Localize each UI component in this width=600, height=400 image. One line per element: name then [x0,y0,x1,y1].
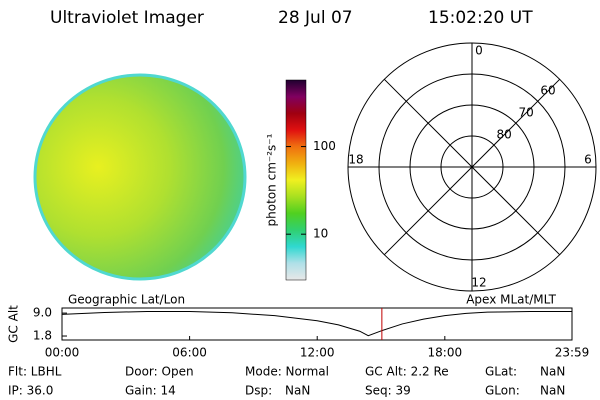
y-tick-label: 1.8 [33,329,52,343]
info-text: Seq: 39 [365,384,411,398]
info-text: NaN [540,365,565,379]
info-text: IP: 36.0 [8,384,53,398]
info-text: Dsp: [245,384,272,398]
altitude-curve [61,311,572,337]
lat-label: 60 [540,83,555,97]
info-text: NaN [285,384,310,398]
lat-label: 70 [518,105,533,119]
y-axis-label: GC Alt [7,305,21,343]
uv-image [33,73,247,281]
color-bar-label: photon cm⁻²s⁻¹ [265,133,279,226]
info-text: Mode: Normal [245,365,329,379]
color-bar [285,79,307,281]
info-text: Door: Open [125,365,194,379]
mlt-line [383,78,561,256]
mlt-label: 12 [471,276,486,290]
x-tick-label: 00:00 [45,346,80,360]
color-bar-tick-label: 10 [313,227,328,241]
x-tick-label: 18:00 [428,346,463,360]
x-tick-label: 23:59 [555,346,590,360]
time: 15:02:20 UT [428,8,533,28]
info-text: GLat: [485,365,517,379]
mlt-label: 18 [348,153,363,167]
date: 28 Jul 07 [278,8,353,28]
mlt-label: 6 [584,153,592,167]
color-bar-tick-label: 100 [313,139,336,153]
title: Ultraviolet Imager [50,8,204,28]
left-label: Geographic Lat/Lon [68,293,185,307]
info-text: Gain: 14 [125,384,176,398]
right-label: Apex MLat/MLT [466,293,556,307]
mlt-label: 0 [475,44,483,58]
alt-plot-frame [61,307,573,341]
y-tick-label: 9.0 [33,306,52,320]
info-text: Flt: LBHL [8,365,62,379]
x-tick-label: 12:00 [300,346,335,360]
info-text: NaN [540,384,565,398]
info-text: GLon: [485,384,520,398]
lat-label: 80 [497,127,512,141]
x-tick-label: 06:00 [172,346,207,360]
info-text: GC Alt: 2.2 Re [365,365,449,379]
